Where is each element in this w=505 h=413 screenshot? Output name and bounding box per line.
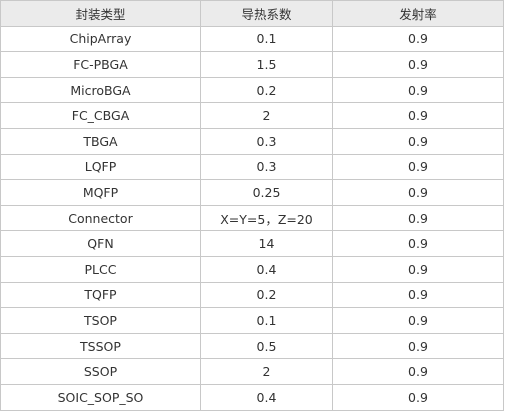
table-cell: 0.5 (200, 332, 333, 360)
table-cell: 0.3 (200, 127, 333, 155)
table-row: FC-PBGA 1.5 0.9 (0, 51, 504, 78)
table-cell: 0.1 (200, 307, 333, 334)
table-row: PLCC 0.4 0.9 (0, 255, 504, 283)
header-cell: 发射率 (332, 0, 504, 27)
table-cell: TBGA (0, 127, 201, 155)
table-cell: 0.9 (332, 204, 504, 232)
table-cell: 0.9 (332, 307, 504, 334)
table-cell: 0.1 (200, 25, 333, 53)
table-cell: 0.9 (332, 255, 504, 283)
table-row: LQFP 0.3 0.9 (0, 153, 504, 181)
table-cell: QFN (0, 230, 201, 257)
table-cell: 0.3 (200, 153, 333, 181)
table-cell: 0.9 (332, 383, 504, 411)
table-cell: 2 (200, 102, 333, 129)
table-cell: 0.4 (200, 255, 333, 283)
table-cell: 1.5 (200, 51, 333, 78)
table-cell: 0.9 (332, 127, 504, 155)
table-cell: SOIC_SOP_SO (0, 383, 201, 411)
table-cell: TSSOP (0, 332, 201, 360)
table-cell: 0.4 (200, 383, 333, 411)
table-cell: 0.9 (332, 332, 504, 360)
header-cell: 导热系数 (200, 0, 333, 27)
table-cell: 2 (200, 358, 333, 385)
table-row: TSOP 0.1 0.9 (0, 307, 504, 334)
table-row: MicroBGA 0.2 0.9 (0, 76, 504, 104)
table-cell: MicroBGA (0, 76, 201, 104)
table-cell: 0.2 (200, 76, 333, 104)
table-cell: 0.9 (332, 153, 504, 181)
table-row: MQFP 0.25 0.9 (0, 179, 504, 206)
table-cell: ChipArray (0, 25, 201, 53)
table-cell: 0.9 (332, 230, 504, 257)
table-cell: FC_CBGA (0, 102, 201, 129)
table-cell: MQFP (0, 179, 201, 206)
table-row: TQFP 0.2 0.9 (0, 281, 504, 309)
table-cell: 0.9 (332, 358, 504, 385)
table-row: SOIC_SOP_SO 0.4 0.9 (0, 383, 504, 411)
table-cell: 0.9 (332, 25, 504, 53)
table-row: FC_CBGA 2 0.9 (0, 102, 504, 129)
table-row: QFN 14 0.9 (0, 230, 504, 257)
table-cell: 14 (200, 230, 333, 257)
header-cell: 封装类型 (0, 0, 201, 27)
table-row: TSSOP 0.5 0.9 (0, 332, 504, 360)
table-cell: X=Y=5，Z=20 (200, 204, 333, 232)
table-row: SSOP 2 0.9 (0, 358, 504, 385)
table-cell: 0.9 (332, 102, 504, 129)
table-cell: 0.2 (200, 281, 333, 309)
table-cell: 0.9 (332, 76, 504, 104)
table-cell: FC-PBGA (0, 51, 201, 78)
header-row: 封装类型 导热系数 发射率 (0, 0, 504, 27)
table-row: TBGA 0.3 0.9 (0, 127, 504, 155)
table-cell: Connector (0, 204, 201, 232)
table-cell: 0.9 (332, 51, 504, 78)
table-cell: 0.9 (332, 179, 504, 206)
table-row: Connector X=Y=5，Z=20 0.9 (0, 204, 504, 232)
table-cell: LQFP (0, 153, 201, 181)
table-cell: TSOP (0, 307, 201, 334)
table-cell: PLCC (0, 255, 201, 283)
table-cell: SSOP (0, 358, 201, 385)
table-row: ChipArray 0.1 0.9 (0, 25, 504, 53)
table-cell: 0.9 (332, 281, 504, 309)
table-cell: TQFP (0, 281, 201, 309)
table-cell: 0.25 (200, 179, 333, 206)
